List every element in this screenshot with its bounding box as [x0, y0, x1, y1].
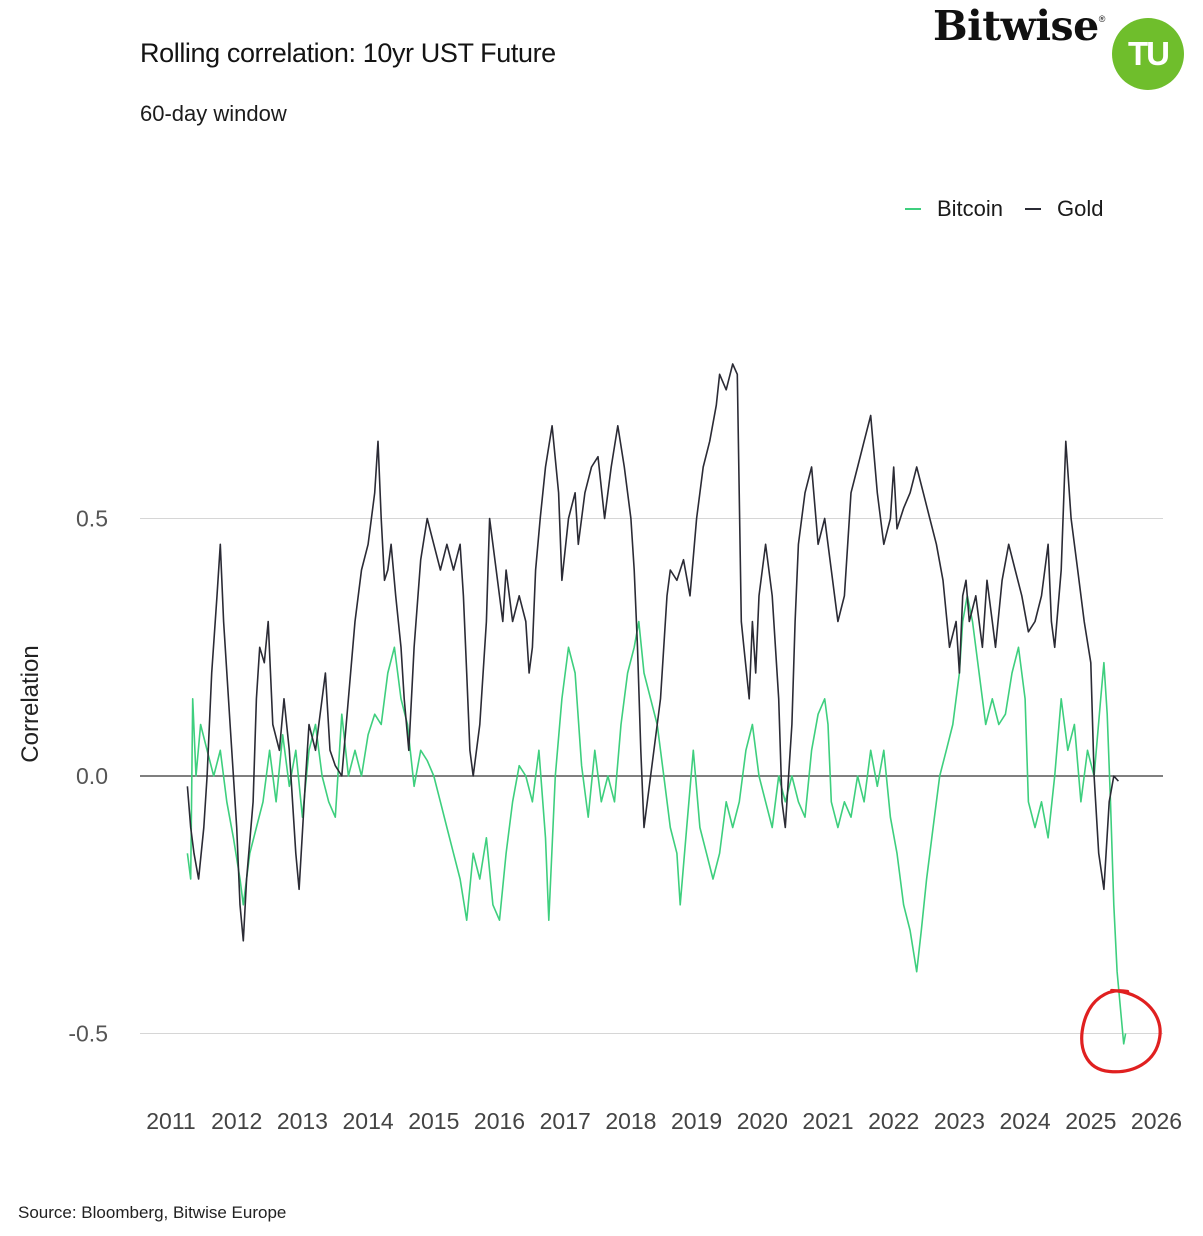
series-lines: [186, 363, 1127, 1045]
chart-title: Rolling correlation: 10yr UST Future: [140, 38, 556, 68]
x-tick-label: 2021: [802, 1108, 853, 1134]
legend-label-bitcoin: Bitcoin: [937, 196, 1004, 221]
tu-badge-logo: TU: [1112, 18, 1184, 90]
x-tick-label: 2022: [868, 1108, 919, 1134]
legend-label-gold: Gold: [1057, 196, 1104, 221]
x-tick-label: 2018: [605, 1108, 656, 1134]
x-tick-label: 2012: [211, 1108, 262, 1134]
x-tick-label: 2020: [737, 1108, 788, 1134]
legend-swatch-bitcoin: [905, 208, 921, 210]
x-tick-label: 2023: [934, 1108, 985, 1134]
y-tick-label: -0.5: [68, 1021, 108, 1047]
y-tick-label: 0.5: [76, 506, 108, 532]
source-note: Source: Bloomberg, Bitwise Europe: [18, 1203, 287, 1222]
legend-item-bitcoin: Bitcoin: [905, 196, 1003, 222]
chart-subtitle: 60-day window: [140, 101, 287, 126]
chart-legend: Bitcoin Gold: [905, 196, 1126, 222]
chart-plot: 0.50.0-0.5 2011 2012 2013 2014 2015 2016 2017 2…: [17, 363, 1182, 1134]
x-tick-label: 2019: [671, 1108, 722, 1134]
x-tick-label: 2011: [146, 1108, 195, 1134]
x-tick-label: 2025: [1065, 1108, 1116, 1134]
registered-mark: ®: [1098, 14, 1106, 24]
legend-swatch-gold: [1025, 208, 1042, 210]
bitwise-logo: Bitwise®: [933, 2, 1105, 50]
x-tick-label: 2024: [1000, 1108, 1051, 1134]
x-tick-labels: 2011 2012 2013 2014 2015 2016 2017 2018 2019 2020…: [146, 1108, 1182, 1134]
y-tick-labels: 0.5 0.0 -0.5: [68, 506, 108, 1047]
x-tick-label: 2016: [474, 1108, 525, 1134]
series-line-bitcoin: [186, 595, 1127, 1045]
x-tick-label: 2014: [343, 1108, 394, 1134]
x-tick-label: 2026: [1131, 1108, 1182, 1134]
y-axis-label: Correlation: [17, 645, 44, 762]
series-line-gold: [186, 363, 1119, 942]
annotation-layer: [1080, 988, 1162, 1074]
brand-name: Bitwise: [933, 2, 1099, 50]
y-tick-label: 0.0: [76, 763, 108, 789]
x-tick-label: 2017: [540, 1108, 591, 1134]
annotation-circle: [1080, 988, 1162, 1074]
legend-item-gold: Gold: [1025, 196, 1104, 222]
x-tick-label: 2015: [408, 1108, 459, 1134]
x-tick-label: 2013: [277, 1108, 328, 1134]
grid-lines: [140, 518, 1163, 1034]
